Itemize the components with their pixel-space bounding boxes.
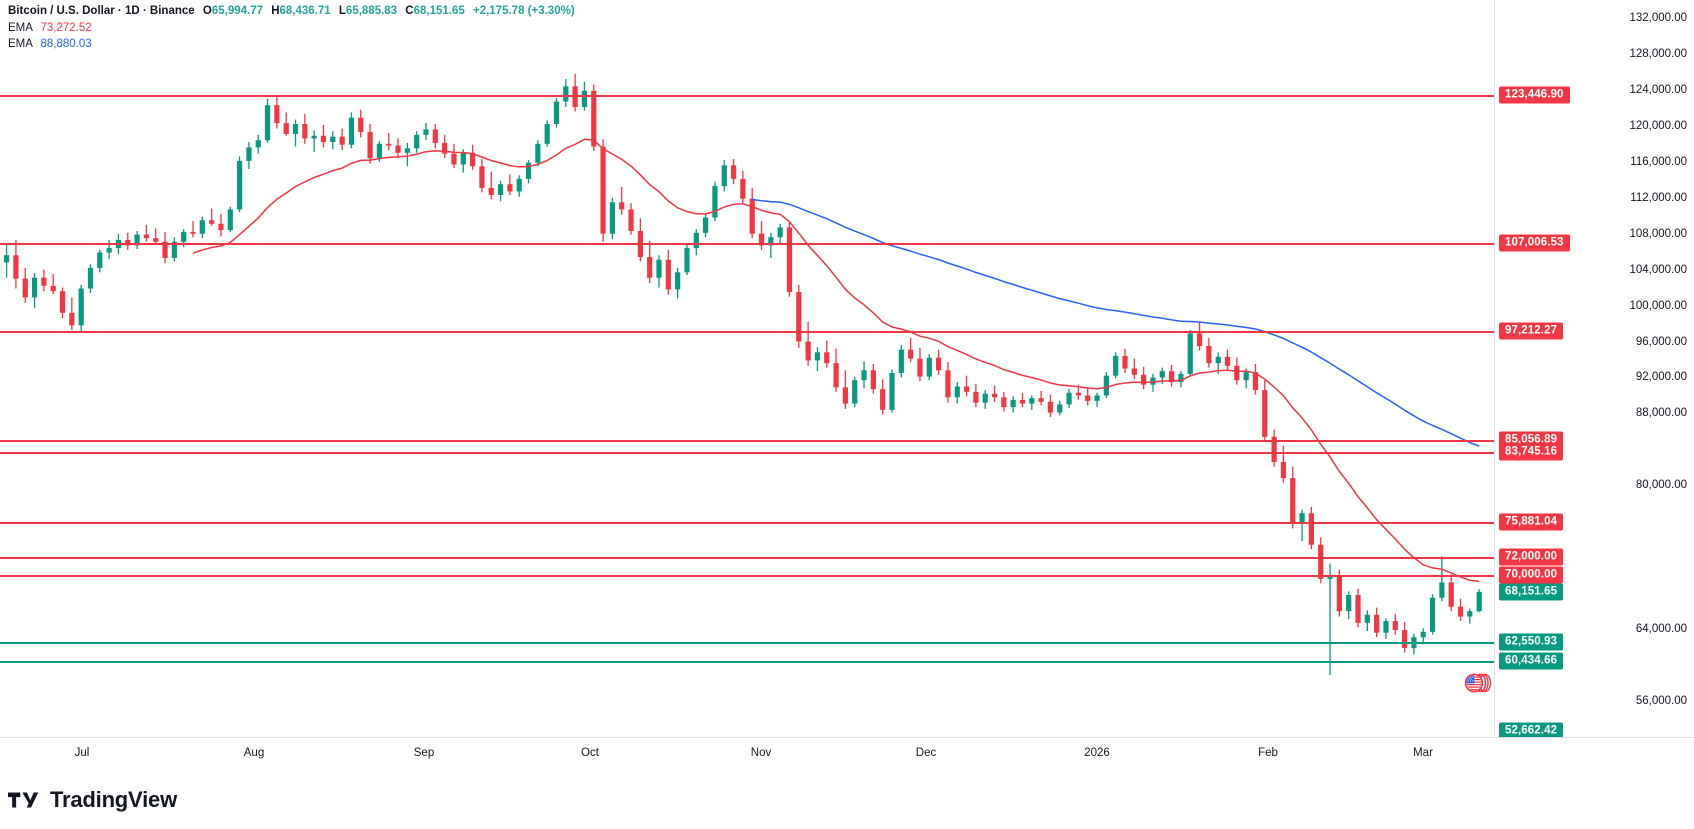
- ema-slow-value: 88,880.03: [40, 38, 92, 50]
- ohlc-high-value: 68,436.71: [279, 5, 331, 17]
- ohlc-open-value: 65,994.77: [211, 5, 263, 17]
- time-axis-tick: Nov: [750, 747, 772, 759]
- brand-bar: TradingView: [0, 771, 1694, 829]
- price-level-tag[interactable]: 60,434.66: [1499, 652, 1564, 670]
- legend-symbol-row[interactable]: Bitcoin / U.S. Dollar · 1D · Binance O65…: [8, 5, 575, 18]
- ohlc-low-value: 65,885.83: [345, 5, 398, 17]
- time-axis-tick: Sep: [413, 747, 435, 759]
- price-axis-tick: 132,000.00: [1629, 11, 1687, 24]
- price-axis-tick: 112,000.00: [1630, 191, 1687, 204]
- us-flag-globe-icon: [1463, 672, 1493, 694]
- price-axis-tick: 80,000.00: [1635, 479, 1687, 492]
- price-level-tag[interactable]: 97,212.27: [1499, 322, 1564, 340]
- price-level-line[interactable]: [0, 330, 1494, 333]
- ema-fast-value: 73,272.52: [40, 21, 92, 34]
- ohlc-low: L65,885.83: [339, 5, 397, 17]
- price-level-tag[interactable]: 83,745.16: [1499, 443, 1564, 461]
- price-level-tag[interactable]: 62,550.93: [1499, 633, 1564, 651]
- price-level-line[interactable]: [0, 451, 1494, 454]
- ema-slow-line: [752, 198, 1480, 447]
- chart-legend: Bitcoin / U.S. Dollar · 1D · Binance O65…: [8, 5, 575, 56]
- chart-plot-area[interactable]: [0, 0, 1494, 737]
- tradingview-logo[interactable]: TradingView: [8, 787, 177, 813]
- price-level-tag[interactable]: 107,006.53: [1499, 234, 1570, 252]
- interval-label[interactable]: 1D: [124, 5, 140, 17]
- candlestick-series: [4, 73, 1482, 675]
- time-axis-tick: 2026: [1084, 747, 1110, 759]
- flag-price-tag[interactable]: 52,662.42: [1499, 722, 1564, 740]
- ohlc-low-key: L: [338, 5, 346, 17]
- time-axis-tick: Oct: [581, 747, 599, 759]
- price-axis-tick: 64,000.00: [1635, 623, 1687, 636]
- ohlc-open-key: O: [202, 5, 212, 17]
- ema-fast-name: EMA: [8, 21, 33, 34]
- tradingview-logo-icon: [8, 792, 39, 808]
- price-axis-tick: 100,000.00: [1629, 299, 1687, 312]
- time-axis-tick: Jul: [74, 747, 90, 759]
- price-level-line[interactable]: [0, 242, 1494, 245]
- price-axis-tick: 128,000.00: [1629, 47, 1687, 60]
- ohlc-close-key: C: [405, 5, 414, 17]
- price-axis-tick: 124,000.00: [1629, 83, 1687, 96]
- price-axis-tick: 116,000.00: [1630, 155, 1687, 168]
- ohlc-change: +2,175.78 (+3.30%): [472, 5, 575, 17]
- price-level-line[interactable]: [0, 661, 1494, 664]
- price-axis-tick: 88,000.00: [1635, 407, 1687, 420]
- price-level-line[interactable]: [0, 522, 1494, 525]
- ema-slow-name: EMA: [8, 38, 33, 50]
- time-axis-tick: Aug: [243, 747, 265, 759]
- price-level-tag[interactable]: 72,000.00: [1499, 548, 1564, 566]
- price-axis-tick: 108,000.00: [1629, 227, 1687, 240]
- ohlc-close-value: 68,151.65: [413, 5, 465, 17]
- time-axis-tick: Mar: [1413, 747, 1433, 759]
- last-price-tag[interactable]: 68,151.65: [1499, 583, 1564, 601]
- price-axis-tick: 92,000.00: [1635, 371, 1687, 384]
- price-level-line[interactable]: [0, 439, 1494, 442]
- ohlc-close: C68,151.65: [405, 5, 464, 17]
- symbol-title[interactable]: Bitcoin / U.S. Dollar: [8, 5, 115, 17]
- price-axis-tick: 104,000.00: [1629, 263, 1687, 276]
- price-level-tag[interactable]: 75,881.04: [1499, 513, 1564, 531]
- price-axis[interactable]: 132,000.00 128,000.00 124,000.00 120,000.00…: [1494, 0, 1694, 740]
- ema-fast-line: [192, 138, 1480, 583]
- legend-indicator-ema-slow[interactable]: EMA 88,880.03: [8, 38, 575, 51]
- ohlc-high: H68,436.71: [271, 5, 330, 17]
- price-axis-tick: 96,000.00: [1635, 335, 1687, 348]
- exchange-label[interactable]: Binance: [149, 5, 195, 17]
- time-axis-tick: Dec: [915, 747, 937, 759]
- price-level-line[interactable]: [0, 94, 1494, 97]
- price-level-line[interactable]: [0, 575, 1494, 578]
- legend-separator-1: ·: [117, 5, 122, 17]
- price-axis-tick: 120,000.00: [1629, 119, 1687, 132]
- ohlc-open: O65,994.77: [203, 5, 263, 17]
- legend-separator-2: ·: [142, 5, 147, 17]
- time-axis[interactable]: Jul Aug Sep Oct Nov Dec 2026 Feb Mar: [0, 737, 1694, 772]
- price-axis-tick: 56,000.00: [1635, 695, 1687, 708]
- time-axis-tick: Feb: [1258, 747, 1278, 759]
- price-level-line[interactable]: [0, 642, 1494, 645]
- tradingview-wordmark: TradingView: [50, 787, 177, 812]
- price-level-line[interactable]: [0, 557, 1494, 560]
- ohlc-high-key: H: [271, 5, 280, 17]
- legend-indicator-ema-fast[interactable]: EMA 73,272.52: [8, 21, 575, 35]
- price-level-tag[interactable]: 123,446.90: [1499, 86, 1570, 104]
- price-level-tag[interactable]: 70,000.00: [1499, 566, 1564, 584]
